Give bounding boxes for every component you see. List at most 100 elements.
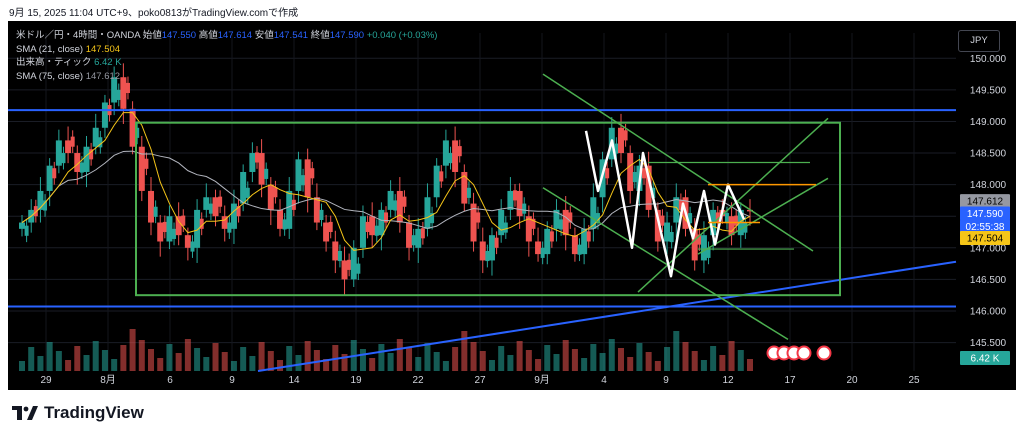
volume-bar [359,349,366,371]
volume-bar [590,344,597,371]
candle-body [138,146,145,191]
volume-bar [654,361,661,371]
candle-body [562,209,569,236]
candle-body [144,158,149,169]
candle-body [516,190,523,217]
legend-change: +0.040 (+0.03%) [366,30,438,41]
candle-body [153,206,158,217]
volume-bar [230,361,237,371]
candle-body [61,153,66,164]
candle-body [190,241,195,252]
volume-bar [498,346,505,371]
candle-body [442,140,449,166]
candle-body [571,235,578,255]
candle-body [498,209,505,236]
channel-line-lower [542,187,789,341]
chart-frame[interactable]: 150.000 149.500 149.000 148.500 148.000 147.5… [8,21,1016,390]
legend-sma75-row[interactable]: SMA (75, close) 147.612 [16,70,437,84]
candle-body [347,259,352,270]
close-price-tag-bg [960,206,1010,221]
candle-body [148,190,155,223]
candle-body [175,216,182,236]
candle-body [52,168,57,179]
event-marker-icon[interactable] [816,345,832,361]
candle-body [332,241,339,261]
legend-volume-row[interactable]: 出来高・ティック 6.42 K [16,56,437,70]
candle-body [614,143,619,154]
candle-body [350,247,357,280]
sma75-line [21,150,751,230]
candle-body [166,216,173,242]
candle-body [734,215,739,226]
economic-event-icon[interactable] [796,345,812,361]
x-tick-label: 17 [784,375,796,386]
volume-bar [728,341,735,371]
candle-body [212,197,219,217]
candle-body [208,203,213,214]
volume-bar [240,347,247,371]
candle-body [89,149,94,160]
x-tick-label: 22 [412,375,424,386]
candle-body [706,247,711,258]
candle-body [494,237,499,248]
volume-bar [304,341,311,371]
volume-bar [682,342,689,371]
candle-body [715,212,720,223]
candle-body [617,127,624,154]
volume-bar [28,347,35,371]
volume-bar [415,357,422,371]
volume-bar [249,356,256,371]
candle-body [430,213,435,224]
candle-body [92,127,99,147]
candle-body [70,136,75,147]
legend-sma21-row[interactable]: SMA (21, close) 147.504 [16,43,437,57]
volume-bar [323,359,330,371]
candle-body [540,247,545,258]
candle-body [522,203,527,214]
x-tick-label: 14 [288,375,300,386]
candle-body [203,197,210,210]
x-tick-label: 12 [722,375,734,386]
candle-body [581,228,588,255]
candle-body [384,212,388,223]
volume-bar [19,361,25,371]
legend-symbol[interactable]: 米ドル／円・4時間・OANDA [16,30,141,41]
volume-bar [617,348,624,371]
candle-body [476,212,481,223]
tradingview-logo[interactable]: TradingView [12,403,144,423]
candle-body [37,190,44,210]
zigzag-path [584,130,746,278]
volume-bar [74,346,81,371]
sma21-price-tag: 147.504 [967,233,1004,244]
candle-body [310,168,315,179]
price-chart[interactable]: 150.000 149.500 149.000 148.500 148.000 147.5… [8,21,1016,390]
triangle-line-up [637,117,829,293]
volume-bar [295,355,302,371]
volume-bar [608,339,615,371]
volume-bar [553,354,560,371]
volume-bar [175,353,182,371]
sma75-price-tag: 147.612 [967,197,1004,208]
currency-button[interactable]: JPY [958,30,1000,52]
volume-price-tag-bg [960,351,1010,365]
candle-body [535,241,542,255]
candle-body [74,153,81,172]
candle-body [678,199,683,210]
y-tick-label: 150.000 [970,54,1007,65]
candle-body [466,187,471,198]
candle-body [697,234,702,245]
candle-body [577,244,582,255]
volume-bar [461,331,468,371]
legend-high-value: 147.614 [217,30,253,41]
volume-bar [258,342,265,371]
legend-panel: 米ドル／円・4時間・OANDA 始値147.550 高値147.614 安値14… [16,29,437,83]
volume-bar [636,343,643,371]
volume-bar [627,357,634,371]
candle-body [111,77,118,103]
candle-body [415,228,422,248]
candle-body [116,89,121,100]
sma21-line [21,112,751,251]
candle-body [43,200,48,211]
volume-bar [710,346,717,371]
sma21-price-tag-bg [960,230,1010,245]
